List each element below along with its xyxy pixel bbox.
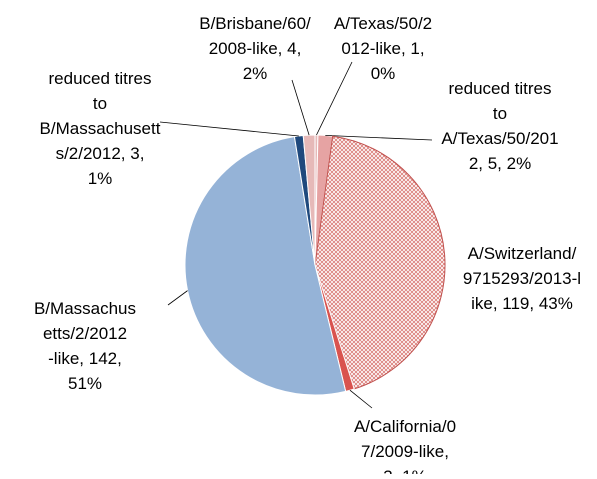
data-label: A/California/07/2009-like,3, 1%	[354, 417, 456, 474]
leader-line	[291, 79, 310, 136]
leader-line	[167, 290, 188, 306]
leader-line	[349, 389, 373, 409]
pie-slice	[302, 134, 316, 266]
data-label: A/Switzerland/9715293/2013-l ike, 119, 43…	[463, 244, 581, 313]
data-label: A/Texas/50/2 012-like, 1, 0%	[334, 14, 432, 83]
leader-line	[316, 61, 353, 136]
pie-slice	[184, 136, 347, 396]
leader-line	[159, 121, 299, 137]
data-label: B/Massachus etts/2/2012 -like, 142, 51%	[34, 299, 136, 393]
data-label: reduced titres to A/Texas/50/201 2, 5, 2%	[441, 79, 558, 173]
leader-line	[325, 135, 433, 141]
data-label: B/Brisbane/60/2008-like, 4, 2%	[199, 14, 311, 83]
pie-slice	[314, 135, 446, 390]
data-label: reduced titres to B/Massachusett s/2/2012, …	[40, 69, 161, 188]
